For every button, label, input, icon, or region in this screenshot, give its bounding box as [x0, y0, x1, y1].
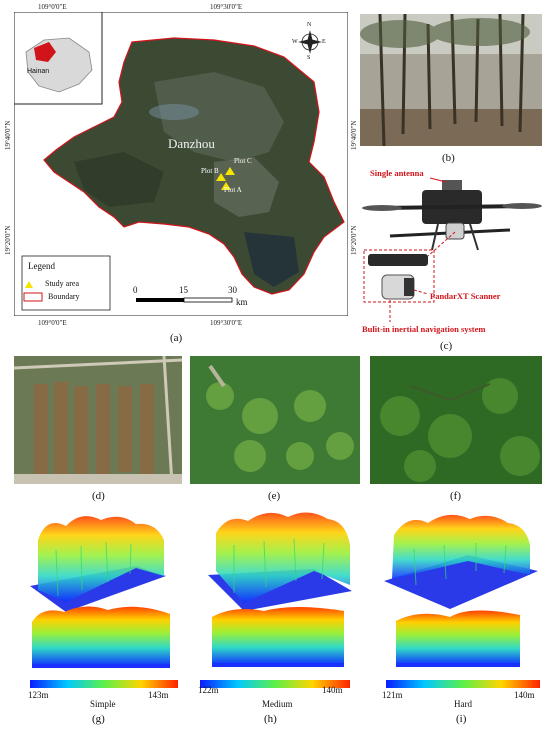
map-coord-left-2: 19°20'0"N	[4, 225, 12, 255]
drone-icon	[362, 180, 542, 251]
map-coord-bottom-1: 109°0'0"E	[38, 319, 67, 327]
compass-w: W	[292, 39, 298, 45]
map-coord-top-2: 109°30'0"E	[210, 3, 243, 11]
point-cloud-hard	[384, 514, 538, 667]
plot-marker-b	[216, 173, 226, 181]
inset-label: Hainan	[27, 68, 50, 75]
plot-a-label: Plot A	[224, 186, 242, 194]
uav-diagram	[362, 177, 542, 322]
compass-icon	[298, 30, 322, 54]
ins-label: Bulit-in inertial navigation system	[362, 324, 486, 334]
caption-i: (i)	[456, 713, 467, 725]
scale-unit: km	[236, 297, 248, 307]
legend-study-area-icon	[25, 281, 33, 288]
legend-boundary: Boundary	[48, 292, 80, 301]
cloud-simple-difficulty: Simple	[90, 699, 116, 709]
compass-s: S	[307, 55, 311, 61]
study-area-map	[14, 12, 348, 316]
cloud-simple-min: 123m	[28, 690, 49, 700]
caption-c: (c)	[440, 340, 453, 352]
cloud-hard-difficulty: Hard	[454, 699, 472, 709]
cloud-medium-max: 140m	[322, 685, 343, 695]
scale-bar	[136, 297, 233, 303]
scanner-icon	[368, 254, 428, 300]
scale-tick-0: 0	[133, 285, 138, 295]
colorbar-simple	[30, 680, 178, 688]
map-coord-right-1: 19°40'0"N	[350, 120, 358, 150]
aerial-photo-hard	[370, 356, 542, 484]
caption-h: (h)	[264, 713, 277, 725]
plot-marker-c	[225, 167, 235, 175]
caption-e: (e)	[268, 490, 281, 502]
colorbar-hard	[386, 680, 540, 688]
map-coord-right-2: 19°20'0"N	[350, 225, 358, 255]
single-antenna-label: Single antenna	[370, 168, 424, 178]
caption-b: (b)	[442, 152, 455, 164]
caption-a: (a)	[170, 332, 183, 344]
cloud-medium-min: 122m	[198, 685, 219, 695]
plot-marker-a	[221, 182, 231, 190]
compass-e: E	[322, 39, 326, 45]
legend-title: Legend	[28, 261, 55, 271]
point-cloud-simple	[30, 516, 170, 668]
cloud-medium-difficulty: Medium	[262, 699, 293, 709]
map-coord-top-1: 109°0'0"E	[38, 3, 67, 11]
cloud-simple-max: 143m	[148, 690, 169, 700]
cloud-hard-min: 121m	[382, 690, 403, 700]
plot-c-label: Plot C	[234, 157, 252, 165]
city-label: Danzhou	[168, 136, 215, 151]
scale-tick-30: 30	[228, 285, 237, 295]
legend-boundary-icon	[23, 292, 43, 302]
map-coord-bottom-2: 109°30'0"E	[210, 319, 243, 327]
aerial-photo-medium	[190, 356, 360, 484]
caption-d: (d)	[92, 490, 105, 502]
forest-photo	[360, 14, 542, 146]
caption-g: (g)	[92, 713, 105, 725]
map-coord-left-1: 19°40'0"N	[4, 120, 12, 150]
compass-n: N	[307, 22, 312, 28]
scale-tick-15: 15	[179, 285, 188, 295]
plot-b-label: Plot B	[201, 167, 219, 175]
aerial-photo-simple	[14, 356, 182, 484]
caption-f: (f)	[450, 490, 461, 502]
scanner-label: PandarXT Scanner	[430, 291, 501, 301]
colorbar-medium	[200, 680, 350, 688]
cloud-hard-max: 140m	[514, 690, 535, 700]
legend-study-area: Study area	[45, 279, 79, 288]
map-legend	[21, 255, 111, 311]
point-cloud-medium	[208, 512, 352, 667]
